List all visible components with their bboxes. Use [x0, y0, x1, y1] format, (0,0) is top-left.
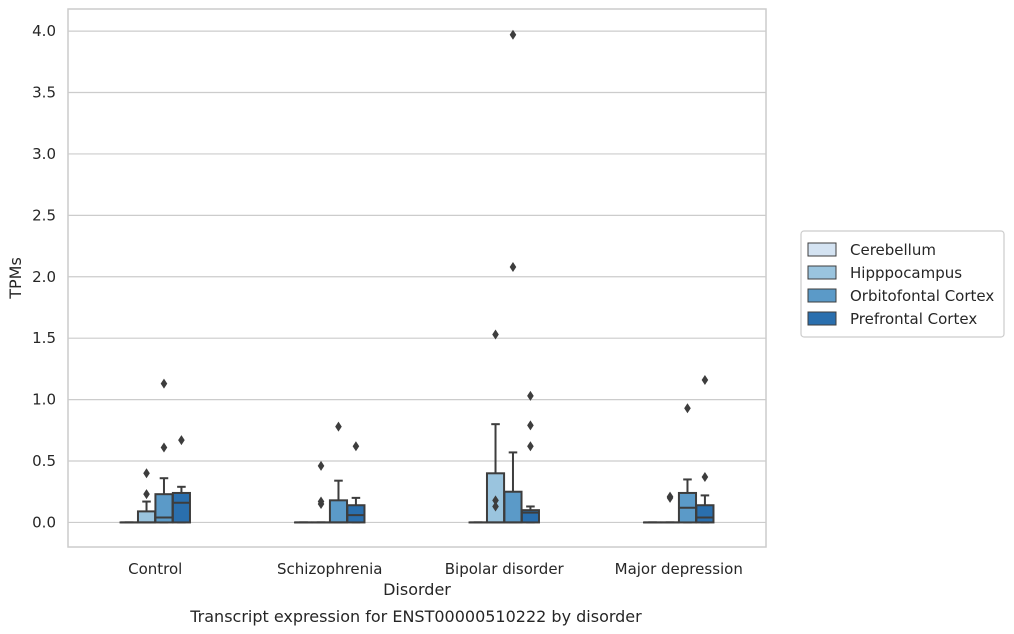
outlier-point — [335, 421, 342, 432]
box-2-2 — [503, 29, 523, 524]
box-1-3 — [660, 491, 680, 524]
x-axis-title: Disorder — [383, 580, 451, 599]
outlier-point — [701, 374, 709, 385]
outlier-point — [527, 390, 534, 401]
box-body — [346, 504, 366, 524]
outlier-point — [178, 435, 185, 446]
outlier-point — [143, 489, 150, 500]
legend-swatch — [807, 242, 837, 257]
box-plots — [119, 29, 715, 524]
y-tick-label: 1.5 — [32, 329, 56, 347]
outlier-point — [492, 501, 499, 512]
outlier-point — [143, 468, 150, 479]
outlier-point — [160, 378, 168, 389]
outlier-point — [160, 442, 168, 453]
box-3-1 — [346, 441, 366, 524]
box-1-1 — [311, 460, 331, 524]
box-3-3 — [695, 374, 715, 524]
y-tick-label: 1.0 — [32, 391, 56, 409]
outlier-point — [527, 441, 534, 452]
box-body — [136, 510, 157, 524]
box-body — [503, 490, 523, 524]
outlier-point — [666, 491, 674, 502]
x-tick-label: Bipolar disorder — [445, 560, 565, 578]
legend-swatch — [807, 265, 837, 280]
box-3-2 — [520, 390, 540, 524]
box-body — [695, 504, 715, 524]
outlier-point — [352, 441, 360, 452]
legend-label: Cerebellum — [850, 241, 936, 259]
y-axis-title: TPMs — [6, 257, 25, 300]
legend-swatch — [807, 288, 837, 303]
box-2-3 — [677, 403, 698, 524]
box-body — [328, 499, 349, 524]
x-tick-labels: Control Schizophrenia Bipolar disorder Majo… — [128, 560, 743, 578]
legend-swatch — [807, 311, 837, 326]
x-tick-label: Major depression — [615, 560, 743, 578]
outlier-point — [509, 261, 517, 272]
outlier-point — [492, 495, 499, 506]
x-tick-label: Control — [128, 560, 182, 578]
plot-frame — [67, 8, 767, 548]
box-1-0 — [136, 468, 157, 524]
legend-frame — [800, 230, 1005, 338]
outlier-point — [317, 496, 325, 507]
y-tick-labels: 0.0 0.5 1.0 1.5 2.0 2.5 3.0 3.5 4.0 — [32, 22, 56, 531]
legend-label: Orbitofontal Cortex — [850, 287, 994, 305]
legend-label: Hipppocampus — [850, 264, 962, 282]
outlier-point — [317, 460, 325, 471]
box-2-0 — [154, 378, 174, 524]
gridlines — [68, 30, 766, 524]
chart-caption: Transcript expression for ENST0000051022… — [189, 607, 642, 626]
box-3-0 — [171, 435, 191, 524]
box-1-2 — [485, 329, 506, 524]
y-tick-label: 3.5 — [32, 84, 56, 102]
outlier-point — [684, 403, 691, 414]
outlier-point — [527, 420, 534, 431]
y-tick-label: 0.0 — [32, 513, 56, 531]
outlier-point — [492, 329, 499, 340]
y-tick-label: 3.0 — [32, 145, 56, 163]
x-tick-label: Schizophrenia — [277, 560, 382, 578]
y-tick-label: 0.5 — [32, 452, 56, 470]
box-2-1 — [328, 421, 349, 524]
box-body — [171, 491, 191, 524]
legend-label: Prefrontal Cortex — [850, 310, 977, 328]
outlier-point — [509, 29, 517, 40]
y-tick-label: 4.0 — [32, 22, 56, 40]
outlier-point — [701, 471, 709, 482]
legend: Cerebellum Hipppocampus Orbitofontal Corte… — [800, 230, 1005, 338]
y-tick-label: 2.0 — [32, 268, 56, 286]
y-tick-label: 2.5 — [32, 206, 56, 224]
